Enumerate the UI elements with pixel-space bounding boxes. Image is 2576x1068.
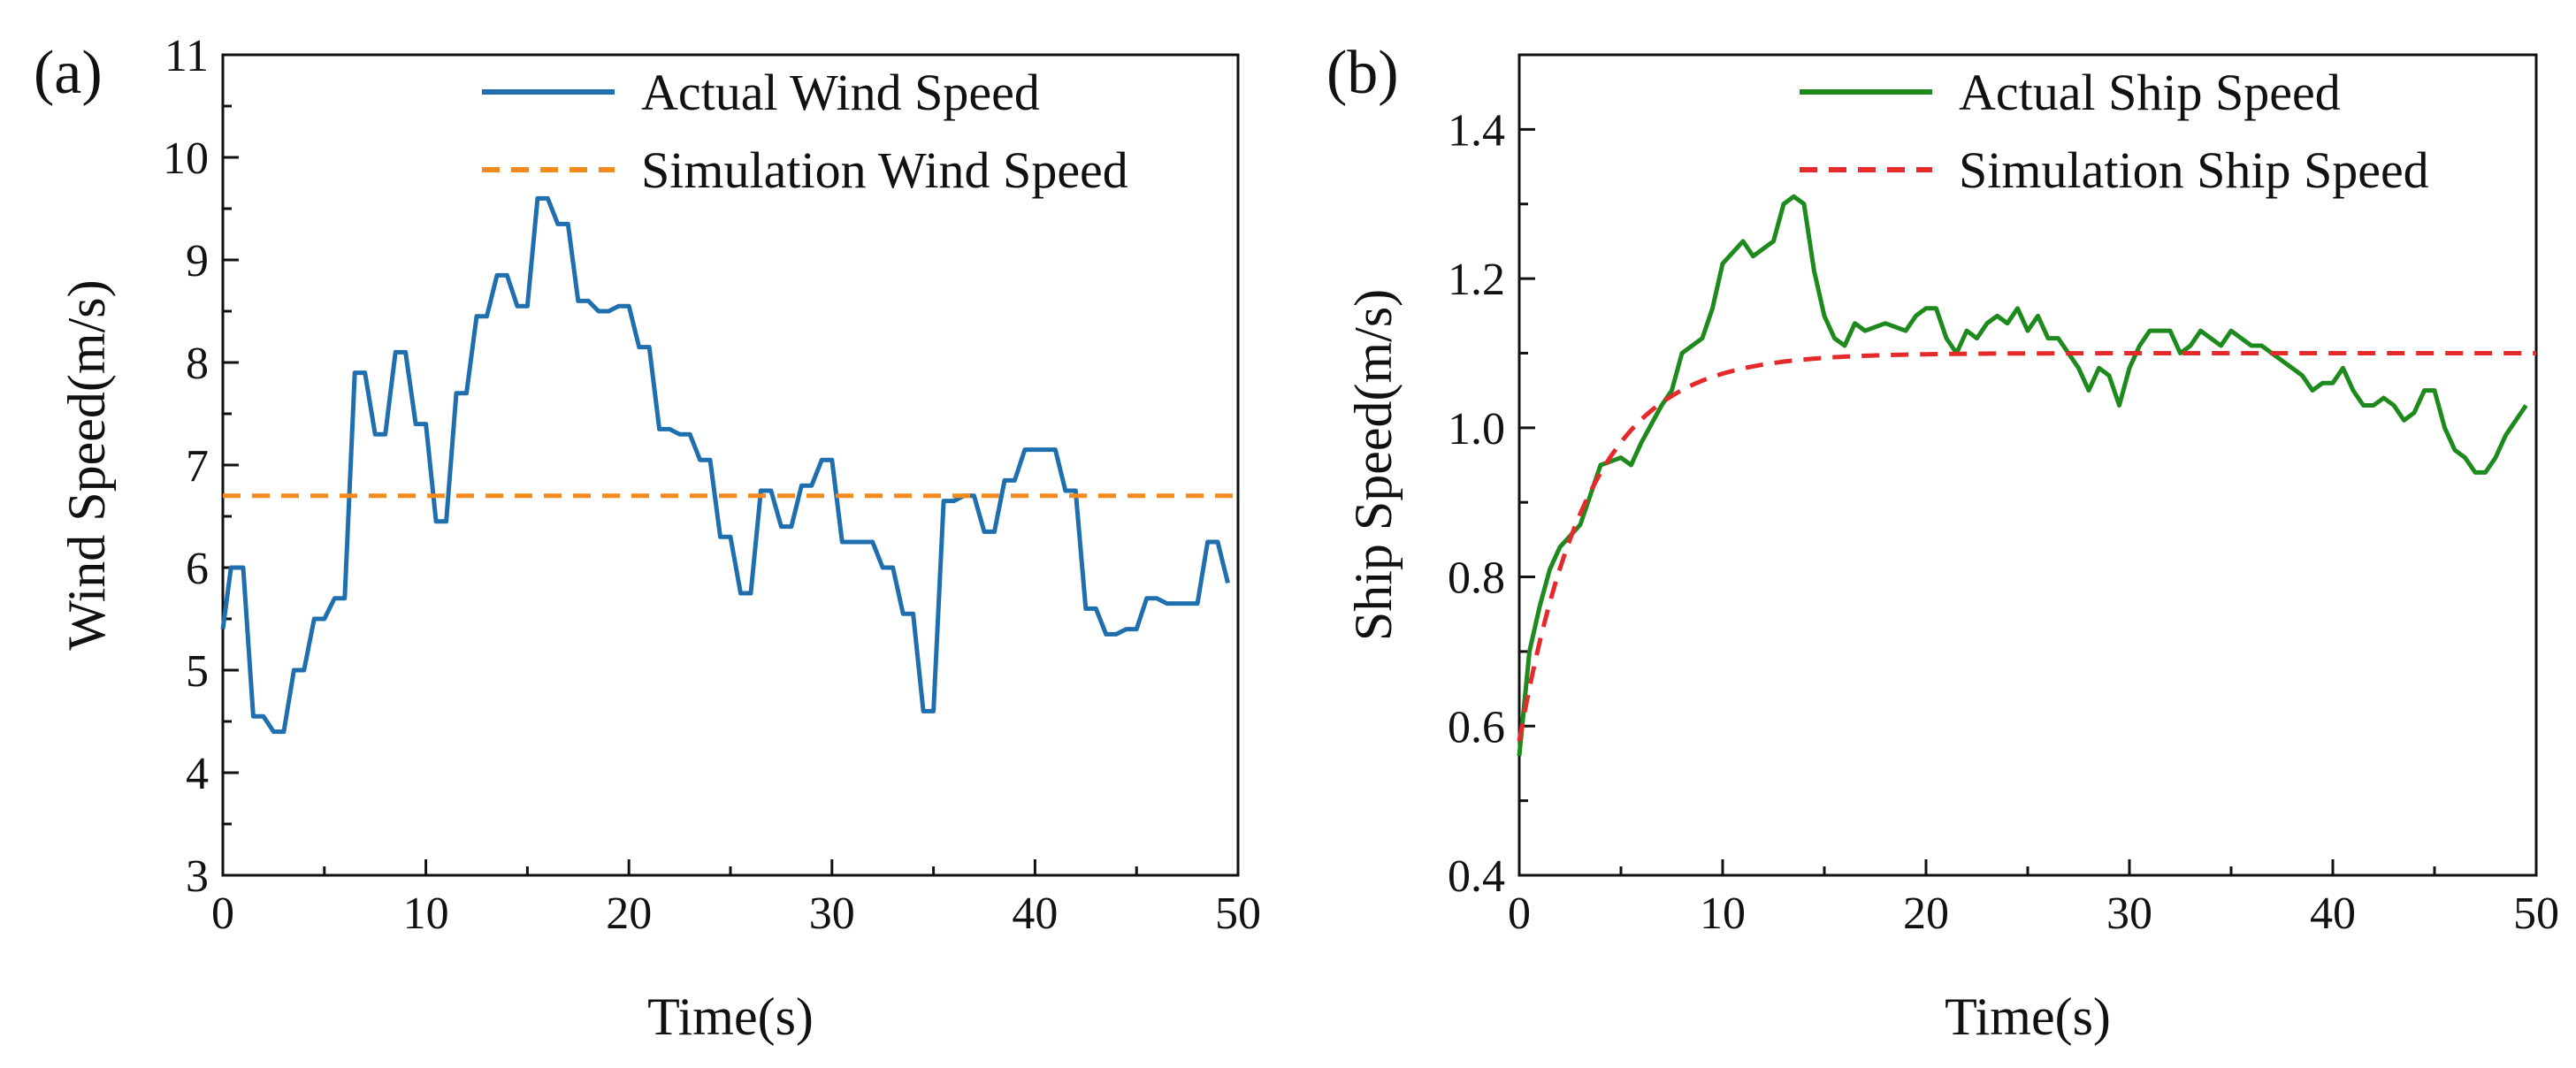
ship-y-tick-label: 1.2 [1448,255,1505,305]
ship-series-simulation-line [1517,351,2536,742]
wind-y-tick-label: 11 [164,31,209,81]
wind-x-tick-label: 30 [809,889,855,939]
ship-legend: Actual Ship Speed Simulation Ship Speed [1800,64,2429,199]
ship-x-tick-label: 40 [2310,889,2356,939]
ship-x-tick-label: 10 [1700,889,1746,939]
ship-y-tick-label: 1.0 [1448,404,1505,454]
wind-y-tick-label: 9 [186,236,209,286]
wind-series-actual-line [220,195,1230,735]
wind-x-tick-label: 10 [403,889,449,939]
wind-y-tick-label: 4 [186,749,209,799]
panel-b-label: (b) [1326,39,1399,107]
legend-label-actual-ship: Actual Ship Speed [1959,64,2341,121]
wind-y-tick-label: 5 [186,646,209,697]
wind-x-tick-label: 40 [1012,889,1058,939]
wind-series [220,195,1238,735]
ship-x-tick-label: 20 [1903,889,1949,939]
legend-label-simulation-wind: Simulation Wind Speed [641,141,1128,199]
wind-axis-ticks: 0 10 20 30 40 50 3 4 5 6 7 8 9 10 11 [163,31,1261,939]
ship-x-tick-label: 0 [1508,889,1531,939]
wind-x-axis-title: Time(s) [647,988,814,1046]
wind-y-tick-label: 10 [163,134,209,184]
wind-y-axis-title: Wind Speed(m/s) [57,279,116,650]
ship-series [1517,194,2536,757]
legend-label-simulation-ship: Simulation Ship Speed [1959,141,2429,199]
panel-a-label: (a) [34,39,103,107]
wind-x-tick-label: 50 [1215,889,1261,939]
ship-speed-chart: (b) 0 10 20 30 40 50 0.4 0.6 0.8 1.0 1.2 1.4 Time(s… [1326,39,2559,1046]
ship-y-tick-label: 1.4 [1448,105,1505,156]
ship-y-tick-label: 0.6 [1448,702,1505,752]
ship-series-actual-line [1517,194,2528,757]
wind-y-tick-label: 3 [186,851,209,902]
ship-y-tick-label: 0.4 [1448,851,1505,902]
wind-y-tick-label: 6 [186,544,209,594]
wind-legend: Actual Wind Speed Simulation Wind Speed [482,64,1128,199]
ship-x-tick-label: 30 [2106,889,2152,939]
wind-speed-chart: (a) 0 10 20 30 40 50 3 4 5 6 7 8 9 10 11 Time(s) Wind … [34,31,1261,1046]
ship-x-axis-title: Time(s) [1945,988,2111,1046]
wind-x-tick-label: 20 [606,889,652,939]
wind-y-tick-label: 8 [186,339,209,389]
ship-y-axis-title: Ship Speed(m/s) [1344,289,1403,641]
wind-y-tick-label: 7 [186,441,209,492]
ship-x-tick-label: 50 [2513,889,2559,939]
ship-y-tick-label: 0.8 [1448,553,1505,604]
legend-label-actual-wind: Actual Wind Speed [641,64,1040,121]
wind-x-tick-label: 0 [211,889,234,939]
ship-axis-ticks: 0 10 20 30 40 50 0.4 0.6 0.8 1.0 1.2 1.4 [1448,105,2559,939]
